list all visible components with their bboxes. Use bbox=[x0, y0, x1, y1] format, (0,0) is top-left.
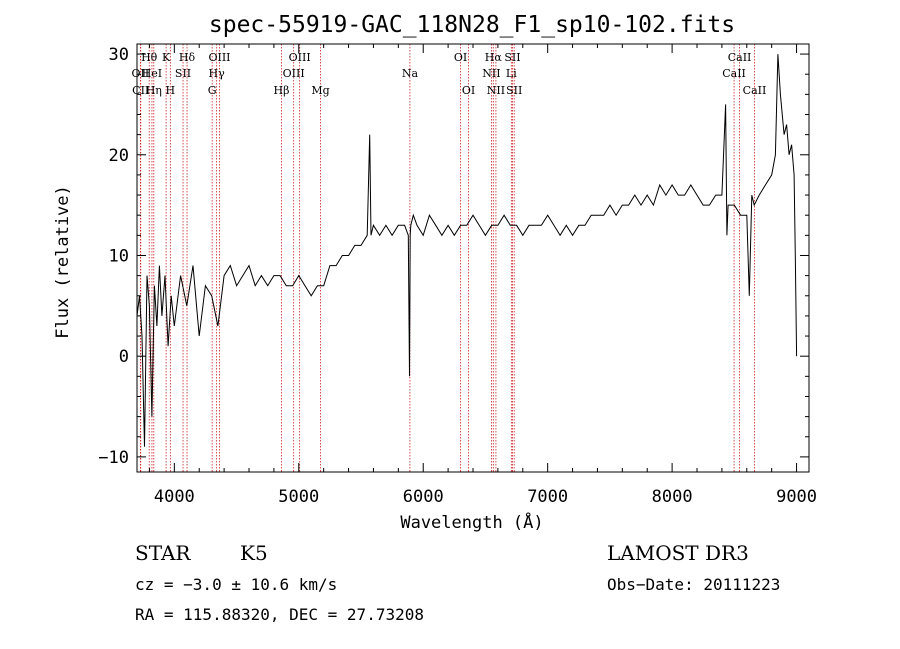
y-tick-label: 10 bbox=[109, 246, 129, 266]
spectral-line-label: Hδ bbox=[179, 51, 196, 64]
x-axis-ticks: 4000 5000 6000 7000 8000 9000 bbox=[148, 44, 817, 507]
spectral-line-label: Hθ bbox=[141, 51, 158, 64]
spectral-line-label: OI bbox=[454, 51, 467, 64]
x-axis-label: Wavelength (Å) bbox=[400, 511, 543, 533]
spectral-line-label: Na bbox=[402, 67, 419, 80]
y-axis-label: Flux (relative) bbox=[53, 185, 73, 339]
spectral-line-label: CII bbox=[132, 84, 149, 97]
x-tick-label: 6000 bbox=[403, 487, 444, 507]
x-tick-label: 5000 bbox=[278, 487, 319, 507]
spectral-line-label: HeI bbox=[142, 67, 162, 80]
spectral-line-label: CaII bbox=[722, 67, 746, 80]
spectral-line-label: SII bbox=[175, 67, 191, 80]
spectral-line-label: CaII bbox=[743, 84, 767, 97]
spectral-line-label: Mg bbox=[311, 84, 329, 97]
survey-name: LAMOST DR3 bbox=[607, 541, 749, 565]
spectral-line-labels: Hθ OII CII HeI Hη K H SII Hδ OIII Hγ G OIII OIII Hβ Mg N… bbox=[132, 51, 767, 97]
spectral-line-label: NII bbox=[487, 84, 505, 97]
spectral-line-label: Hα bbox=[485, 51, 503, 64]
y-tick-label: 0 bbox=[119, 347, 129, 367]
spectral-line-label: G bbox=[208, 84, 217, 97]
x-tick-label: 7000 bbox=[527, 487, 568, 507]
x-tick-label: 4000 bbox=[154, 487, 195, 507]
x-tick-label: 9000 bbox=[776, 487, 817, 507]
plot-frame bbox=[136, 43, 810, 473]
y-axis-ticks: −10 0 10 20 30 bbox=[98, 45, 809, 468]
observation-date: Obs−Date: 20111223 bbox=[607, 575, 780, 594]
x-tick-label: 8000 bbox=[652, 487, 693, 507]
spectral-line-label: OI bbox=[462, 84, 475, 97]
spectral-line-label: Li bbox=[506, 67, 517, 80]
spectral-line-label: SII bbox=[504, 51, 520, 64]
spectral-line-label: Hβ bbox=[274, 84, 290, 97]
spectral-line-label: H bbox=[166, 84, 176, 97]
spectral-line-label: CaII bbox=[728, 51, 752, 64]
spectral-line-label: OII bbox=[132, 67, 150, 80]
y-tick-label: 30 bbox=[109, 45, 129, 65]
spectral-line-label: OIII bbox=[289, 51, 311, 64]
spectral-line-label: OIII bbox=[208, 51, 230, 64]
spectral-line-label: Hγ bbox=[209, 67, 226, 80]
spectral-line-label: K bbox=[162, 51, 171, 64]
object-subclass: K5 bbox=[240, 541, 268, 565]
object-class: STAR bbox=[135, 541, 191, 565]
redshift-info: cz = −3.0 ± 10.6 km/s bbox=[135, 575, 337, 594]
y-tick-label: 20 bbox=[109, 146, 129, 166]
y-tick-label: −10 bbox=[98, 448, 129, 468]
spectral-line-markers bbox=[139, 44, 755, 472]
spectral-line-label: OIII bbox=[283, 67, 305, 80]
chart-title: spec-55919-GAC_118N28_F1_sp10-102.fits bbox=[209, 12, 735, 38]
coordinates-info: RA = 115.88320, DEC = 27.73208 bbox=[135, 605, 424, 624]
spectral-line-label: SII bbox=[506, 84, 522, 97]
spectrum-series-line bbox=[136, 54, 798, 447]
spectral-line-label: Hη bbox=[146, 84, 162, 97]
spectral-line-label: NII bbox=[482, 67, 500, 80]
